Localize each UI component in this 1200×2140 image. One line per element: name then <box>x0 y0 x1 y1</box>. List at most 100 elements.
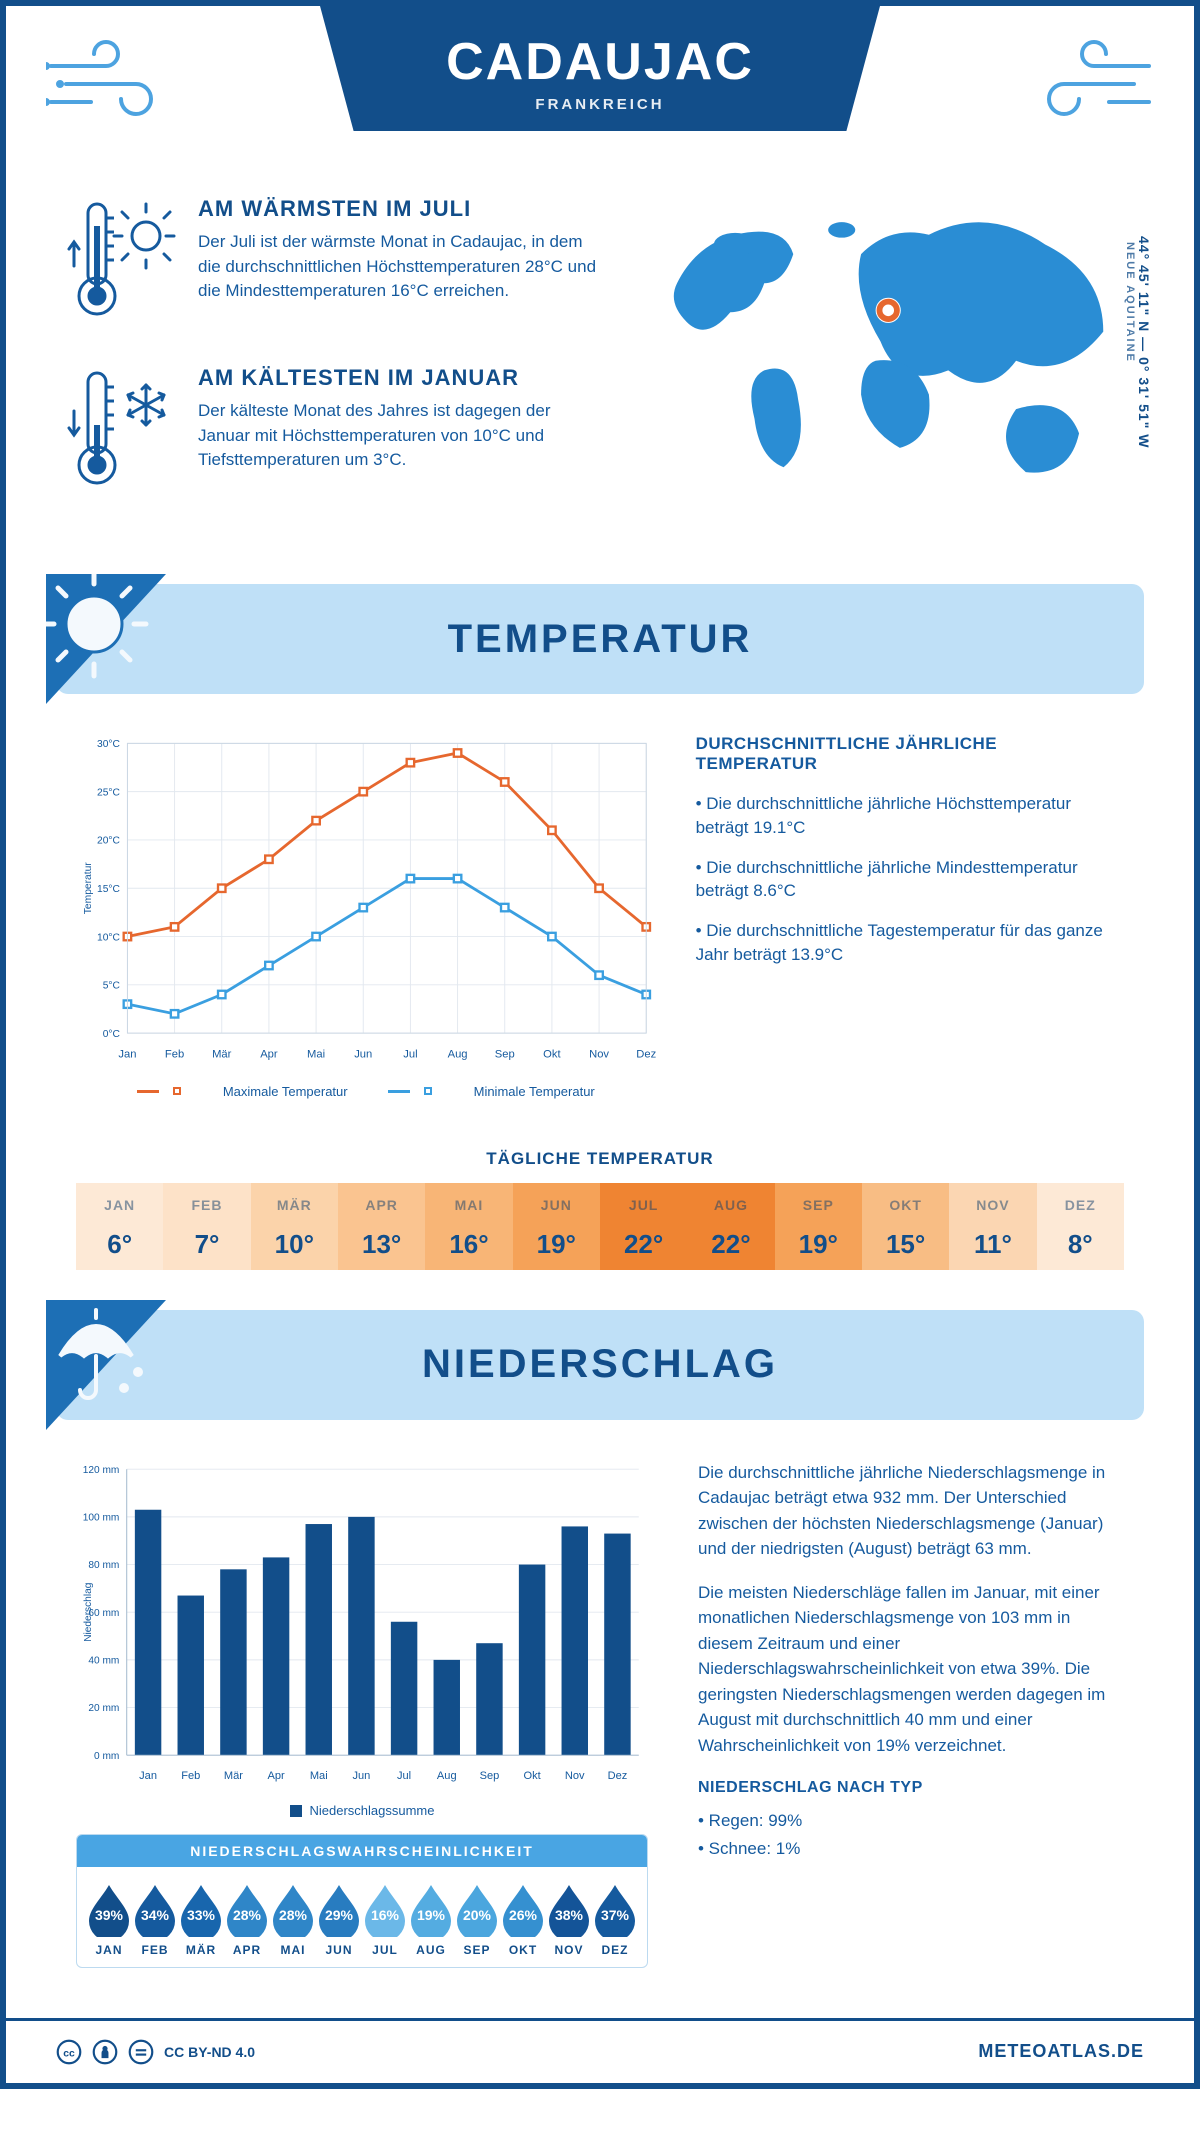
thermometer-sun-icon <box>66 196 176 331</box>
prob-drop: 39% JAN <box>87 1883 131 1957</box>
svg-text:10°C: 10°C <box>97 932 121 943</box>
svg-text:15°C: 15°C <box>97 884 121 895</box>
section-precip-header: NIEDERSCHLAG <box>56 1310 1144 1420</box>
svg-text:Jul: Jul <box>403 1048 417 1060</box>
prob-drop: 34% FEB <box>133 1883 177 1957</box>
svg-text:Apr: Apr <box>267 1770 285 1782</box>
footer: cc CC BY-ND 4.0 METEOATLAS.DE <box>6 2018 1194 2083</box>
daily-cell: MÄR10° <box>251 1183 338 1270</box>
svg-text:Dez: Dez <box>636 1048 655 1060</box>
svg-text:100 mm: 100 mm <box>83 1512 120 1523</box>
precip-heading: NIEDERSCHLAG <box>422 1342 778 1387</box>
daily-cell: SEP19° <box>775 1183 862 1270</box>
svg-text:Jan: Jan <box>139 1770 157 1782</box>
prob-drop: 29% JUN <box>317 1883 361 1957</box>
daily-cell: APR13° <box>338 1183 425 1270</box>
temp-bullet-1: • Die durchschnittliche jährliche Höchst… <box>696 792 1124 840</box>
wind-icon-right <box>1034 36 1154 131</box>
prob-drop: 26% OKT <box>501 1883 545 1957</box>
fact-cold: AM KÄLTESTEN IM JANUAR Der kälteste Mona… <box>66 365 606 500</box>
license: cc CC BY-ND 4.0 <box>56 2039 255 2065</box>
svg-text:Sep: Sep <box>495 1048 515 1060</box>
daily-cell: JUN19° <box>513 1183 600 1270</box>
title-banner: CADAUJAC FRANKREICH <box>320 6 880 131</box>
cold-title: AM KÄLTESTEN IM JANUAR <box>198 365 606 391</box>
prob-drop: 33% MÄR <box>179 1883 223 1957</box>
svg-text:20 mm: 20 mm <box>88 1703 119 1714</box>
svg-text:5°C: 5°C <box>103 981 121 992</box>
daily-cell: JAN6° <box>76 1183 163 1270</box>
temperature-line-chart: 0°C 5°C 10°C 15°C 20°C 25°C 30°C Jan Feb Mär Apr Ma… <box>76 734 656 1099</box>
daily-cell: FEB7° <box>163 1183 250 1270</box>
prob-drop: 37% DEZ <box>593 1883 637 1957</box>
svg-text:30°C: 30°C <box>97 739 121 750</box>
svg-text:80 mm: 80 mm <box>88 1560 119 1571</box>
infographic-frame: CADAUJAC FRANKREICH <box>0 0 1200 2089</box>
precipitation-bar-chart: 0 mm20 mm40 mm60 mm80 mm100 mm120 mmJanF… <box>76 1460 648 1968</box>
section-temperature-header: TEMPERATUR <box>56 584 1144 694</box>
svg-text:Okt: Okt <box>523 1770 540 1782</box>
country-name: FRANKREICH <box>320 96 880 113</box>
brand: METEOATLAS.DE <box>978 2041 1144 2062</box>
warm-text: Der Juli ist der wärmste Monat in Cadauj… <box>198 230 606 304</box>
precip-type-heading: NIEDERSCHLAG NACH TYP <box>698 1776 1124 1800</box>
daily-temp-title: TÄGLICHE TEMPERATUR <box>6 1149 1194 1169</box>
precip-chart-legend: Niederschlagssumme <box>76 1803 648 1818</box>
thermometer-snow-icon <box>66 365 176 500</box>
precip-para-1: Die durchschnittliche jährliche Niedersc… <box>698 1460 1124 1562</box>
svg-text:120 mm: 120 mm <box>83 1464 120 1475</box>
svg-text:Mai: Mai <box>310 1770 328 1782</box>
prob-drop: 16% JUL <box>363 1883 407 1957</box>
coordinates: 44° 45' 11" N — 0° 31' 51" W NEUE AQUITA… <box>1124 236 1152 448</box>
svg-text:Aug: Aug <box>437 1770 457 1782</box>
svg-text:Jul: Jul <box>397 1770 411 1782</box>
umbrella-icon <box>46 1300 166 1430</box>
precip-type-1: • Regen: 99% <box>698 1808 1124 1834</box>
svg-text:Okt: Okt <box>543 1048 561 1060</box>
daily-cell: JUL22° <box>600 1183 687 1270</box>
svg-text:Aug: Aug <box>448 1048 468 1060</box>
warm-title: AM WÄRMSTEN IM JULI <box>198 196 606 222</box>
daily-cell: AUG22° <box>687 1183 774 1270</box>
prob-drop: 28% APR <box>225 1883 269 1957</box>
svg-text:Feb: Feb <box>165 1048 184 1060</box>
prob-drop: 28% MAI <box>271 1883 315 1957</box>
svg-text:Feb: Feb <box>181 1770 200 1782</box>
daily-cell: DEZ8° <box>1037 1183 1124 1270</box>
svg-text:Jun: Jun <box>354 1048 372 1060</box>
precip-para-2: Die meisten Niederschläge fallen im Janu… <box>698 1580 1124 1759</box>
fact-warm: AM WÄRMSTEN IM JULI Der Juli ist der wär… <box>66 196 606 331</box>
daily-temperature-row: JAN6°FEB7°MÄR10°APR13°MAI16°JUN19°JUL22°… <box>76 1183 1124 1270</box>
svg-text:Mai: Mai <box>307 1048 325 1060</box>
svg-text:0°C: 0°C <box>103 1029 121 1040</box>
daily-cell: OKT15° <box>862 1183 949 1270</box>
svg-text:Apr: Apr <box>260 1048 278 1060</box>
precip-type-2: • Schnee: 1% <box>698 1836 1124 1862</box>
svg-text:40 mm: 40 mm <box>88 1655 119 1666</box>
daily-cell: NOV11° <box>949 1183 1036 1270</box>
city-name: CADAUJAC <box>320 32 880 92</box>
svg-text:Nov: Nov <box>565 1770 585 1782</box>
temp-summary-heading: DURCHSCHNITTLICHE JÄHRLICHE TEMPERATUR <box>696 734 1124 774</box>
cold-text: Der kälteste Monat des Jahres ist dagege… <box>198 399 606 473</box>
svg-text:Temperatur: Temperatur <box>83 862 94 914</box>
svg-text:0 mm: 0 mm <box>94 1750 119 1761</box>
world-map: 44° 45' 11" N — 0° 31' 51" W NEUE AQUITA… <box>646 196 1134 534</box>
svg-text:cc: cc <box>63 2048 75 2059</box>
svg-text:25°C: 25°C <box>97 787 121 798</box>
temp-chart-legend: Maximale Temperatur Minimale Temperatur <box>76 1084 656 1099</box>
temperature-summary: DURCHSCHNITTLICHE JÄHRLICHE TEMPERATUR •… <box>696 734 1124 1099</box>
svg-text:20°C: 20°C <box>97 836 121 847</box>
prob-drop: 20% SEP <box>455 1883 499 1957</box>
svg-text:Mär: Mär <box>224 1770 243 1782</box>
daily-cell: MAI16° <box>425 1183 512 1270</box>
precip-probability-panel: NIEDERSCHLAGSWAHRSCHEINLICHKEIT 39% JAN … <box>76 1834 648 1968</box>
temperature-heading: TEMPERATUR <box>448 617 753 662</box>
prob-heading: NIEDERSCHLAGSWAHRSCHEINLICHKEIT <box>77 1835 647 1867</box>
wind-icon-left <box>46 36 166 131</box>
svg-text:Mär: Mär <box>212 1048 232 1060</box>
svg-text:Jan: Jan <box>118 1048 136 1060</box>
svg-text:Niederschlag: Niederschlag <box>83 1582 94 1641</box>
svg-text:Sep: Sep <box>480 1770 500 1782</box>
sun-icon <box>46 574 166 704</box>
